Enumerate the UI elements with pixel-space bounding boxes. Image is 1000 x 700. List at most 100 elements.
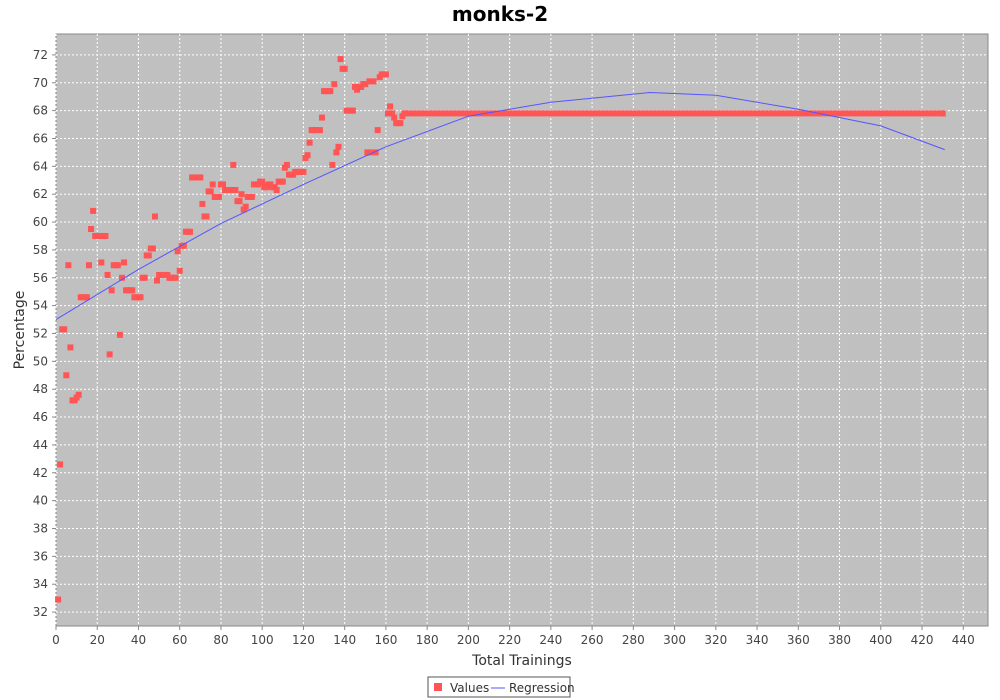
values-point <box>149 245 156 252</box>
values-point <box>384 110 391 117</box>
values-point <box>242 203 249 210</box>
values-point <box>116 331 123 338</box>
values-point <box>300 168 307 175</box>
values-point <box>199 200 206 207</box>
x-tick-label: 300 <box>663 633 686 647</box>
values-point <box>90 207 97 214</box>
x-tick-label: 240 <box>539 633 562 647</box>
values-point <box>55 596 62 603</box>
y-tick-label: 36 <box>33 549 48 563</box>
x-tick-label: 60 <box>172 633 187 647</box>
y-tick-label: 72 <box>33 48 48 62</box>
y-tick-label: 40 <box>33 494 48 508</box>
y-tick-label: 64 <box>33 159 48 173</box>
values-point <box>337 56 344 63</box>
values-point <box>63 372 70 379</box>
x-tick-label: 400 <box>869 633 892 647</box>
y-tick-label: 44 <box>33 438 48 452</box>
values-point <box>283 161 290 168</box>
x-tick-label: 260 <box>581 633 604 647</box>
data-marks <box>55 56 946 603</box>
values-point <box>236 198 243 205</box>
values-point <box>391 114 398 121</box>
y-tick-label: 50 <box>33 354 48 368</box>
values-point <box>145 252 152 259</box>
y-tick-label: 66 <box>33 131 48 145</box>
values-point <box>397 120 404 127</box>
x-axis-label: Total Trainings <box>471 653 572 669</box>
values-point <box>331 81 338 88</box>
grid-lines <box>55 34 988 626</box>
values-point <box>88 226 95 233</box>
x-tick-label: 120 <box>292 633 315 647</box>
x-tick-label: 220 <box>498 633 521 647</box>
values-point <box>137 294 144 301</box>
values-point <box>279 178 286 185</box>
values-point <box>238 191 245 198</box>
y-tick-label: 62 <box>33 187 48 201</box>
values-point <box>939 110 946 117</box>
values-point <box>327 88 334 95</box>
x-tick-label: 180 <box>416 633 439 647</box>
values-point <box>368 149 375 156</box>
y-tick-label: 54 <box>33 299 48 313</box>
values-point <box>401 110 408 117</box>
values-point <box>382 71 389 78</box>
values-point <box>141 274 148 281</box>
x-tick-label: 280 <box>622 633 645 647</box>
values-point <box>67 344 74 351</box>
values-point <box>65 262 72 269</box>
values-point <box>207 188 214 195</box>
values-point <box>364 149 371 156</box>
y-tick-label: 34 <box>33 577 48 591</box>
values-point <box>104 271 111 278</box>
values-point <box>154 277 161 284</box>
y-tick-label: 58 <box>33 243 48 257</box>
values-point <box>333 149 340 156</box>
x-tick-label: 0 <box>52 633 60 647</box>
values-point <box>304 152 311 159</box>
values-point <box>318 114 325 121</box>
values-point <box>187 228 194 235</box>
values-point <box>209 181 216 188</box>
axis-ticks: 0 20 40 60 80 100 120 140 160 180 200 220 240 260 280 3… <box>33 48 975 647</box>
values-point <box>61 326 68 333</box>
values-point <box>121 259 128 266</box>
values-point <box>372 149 379 156</box>
values-point <box>335 143 342 150</box>
values-point <box>389 110 396 117</box>
y-tick-label: 48 <box>33 382 48 396</box>
values-point <box>387 103 394 110</box>
values-point <box>96 232 103 239</box>
values-point <box>102 232 109 239</box>
x-tick-label: 160 <box>374 633 397 647</box>
values-point <box>172 274 179 281</box>
x-tick-label: 320 <box>704 633 727 647</box>
values-point <box>215 193 222 200</box>
values-point <box>75 391 82 398</box>
values-point <box>197 174 204 181</box>
y-axis-label: Percentage <box>12 291 28 370</box>
x-tick-label: 20 <box>90 633 105 647</box>
values-point <box>306 139 313 146</box>
legend-values-swatch <box>434 683 442 691</box>
y-tick-label: 46 <box>33 410 48 424</box>
y-tick-label: 32 <box>33 605 48 619</box>
values-point <box>106 351 113 358</box>
legend-regression-label: Regression <box>509 681 575 695</box>
values-point <box>151 213 158 220</box>
values-point <box>114 262 121 269</box>
values-point <box>273 187 280 194</box>
y-tick-label: 42 <box>33 466 48 480</box>
values-point <box>366 78 373 85</box>
x-tick-label: 140 <box>333 633 356 647</box>
x-tick-label: 440 <box>952 633 975 647</box>
legend-values-label: Values <box>450 681 489 695</box>
values-point <box>248 193 255 200</box>
x-tick-label: 340 <box>746 633 769 647</box>
values-flat-band <box>403 110 946 117</box>
y-tick-label: 70 <box>33 76 48 90</box>
y-tick-label: 56 <box>33 271 48 285</box>
x-tick-label: 420 <box>911 633 934 647</box>
values-point <box>316 127 323 134</box>
